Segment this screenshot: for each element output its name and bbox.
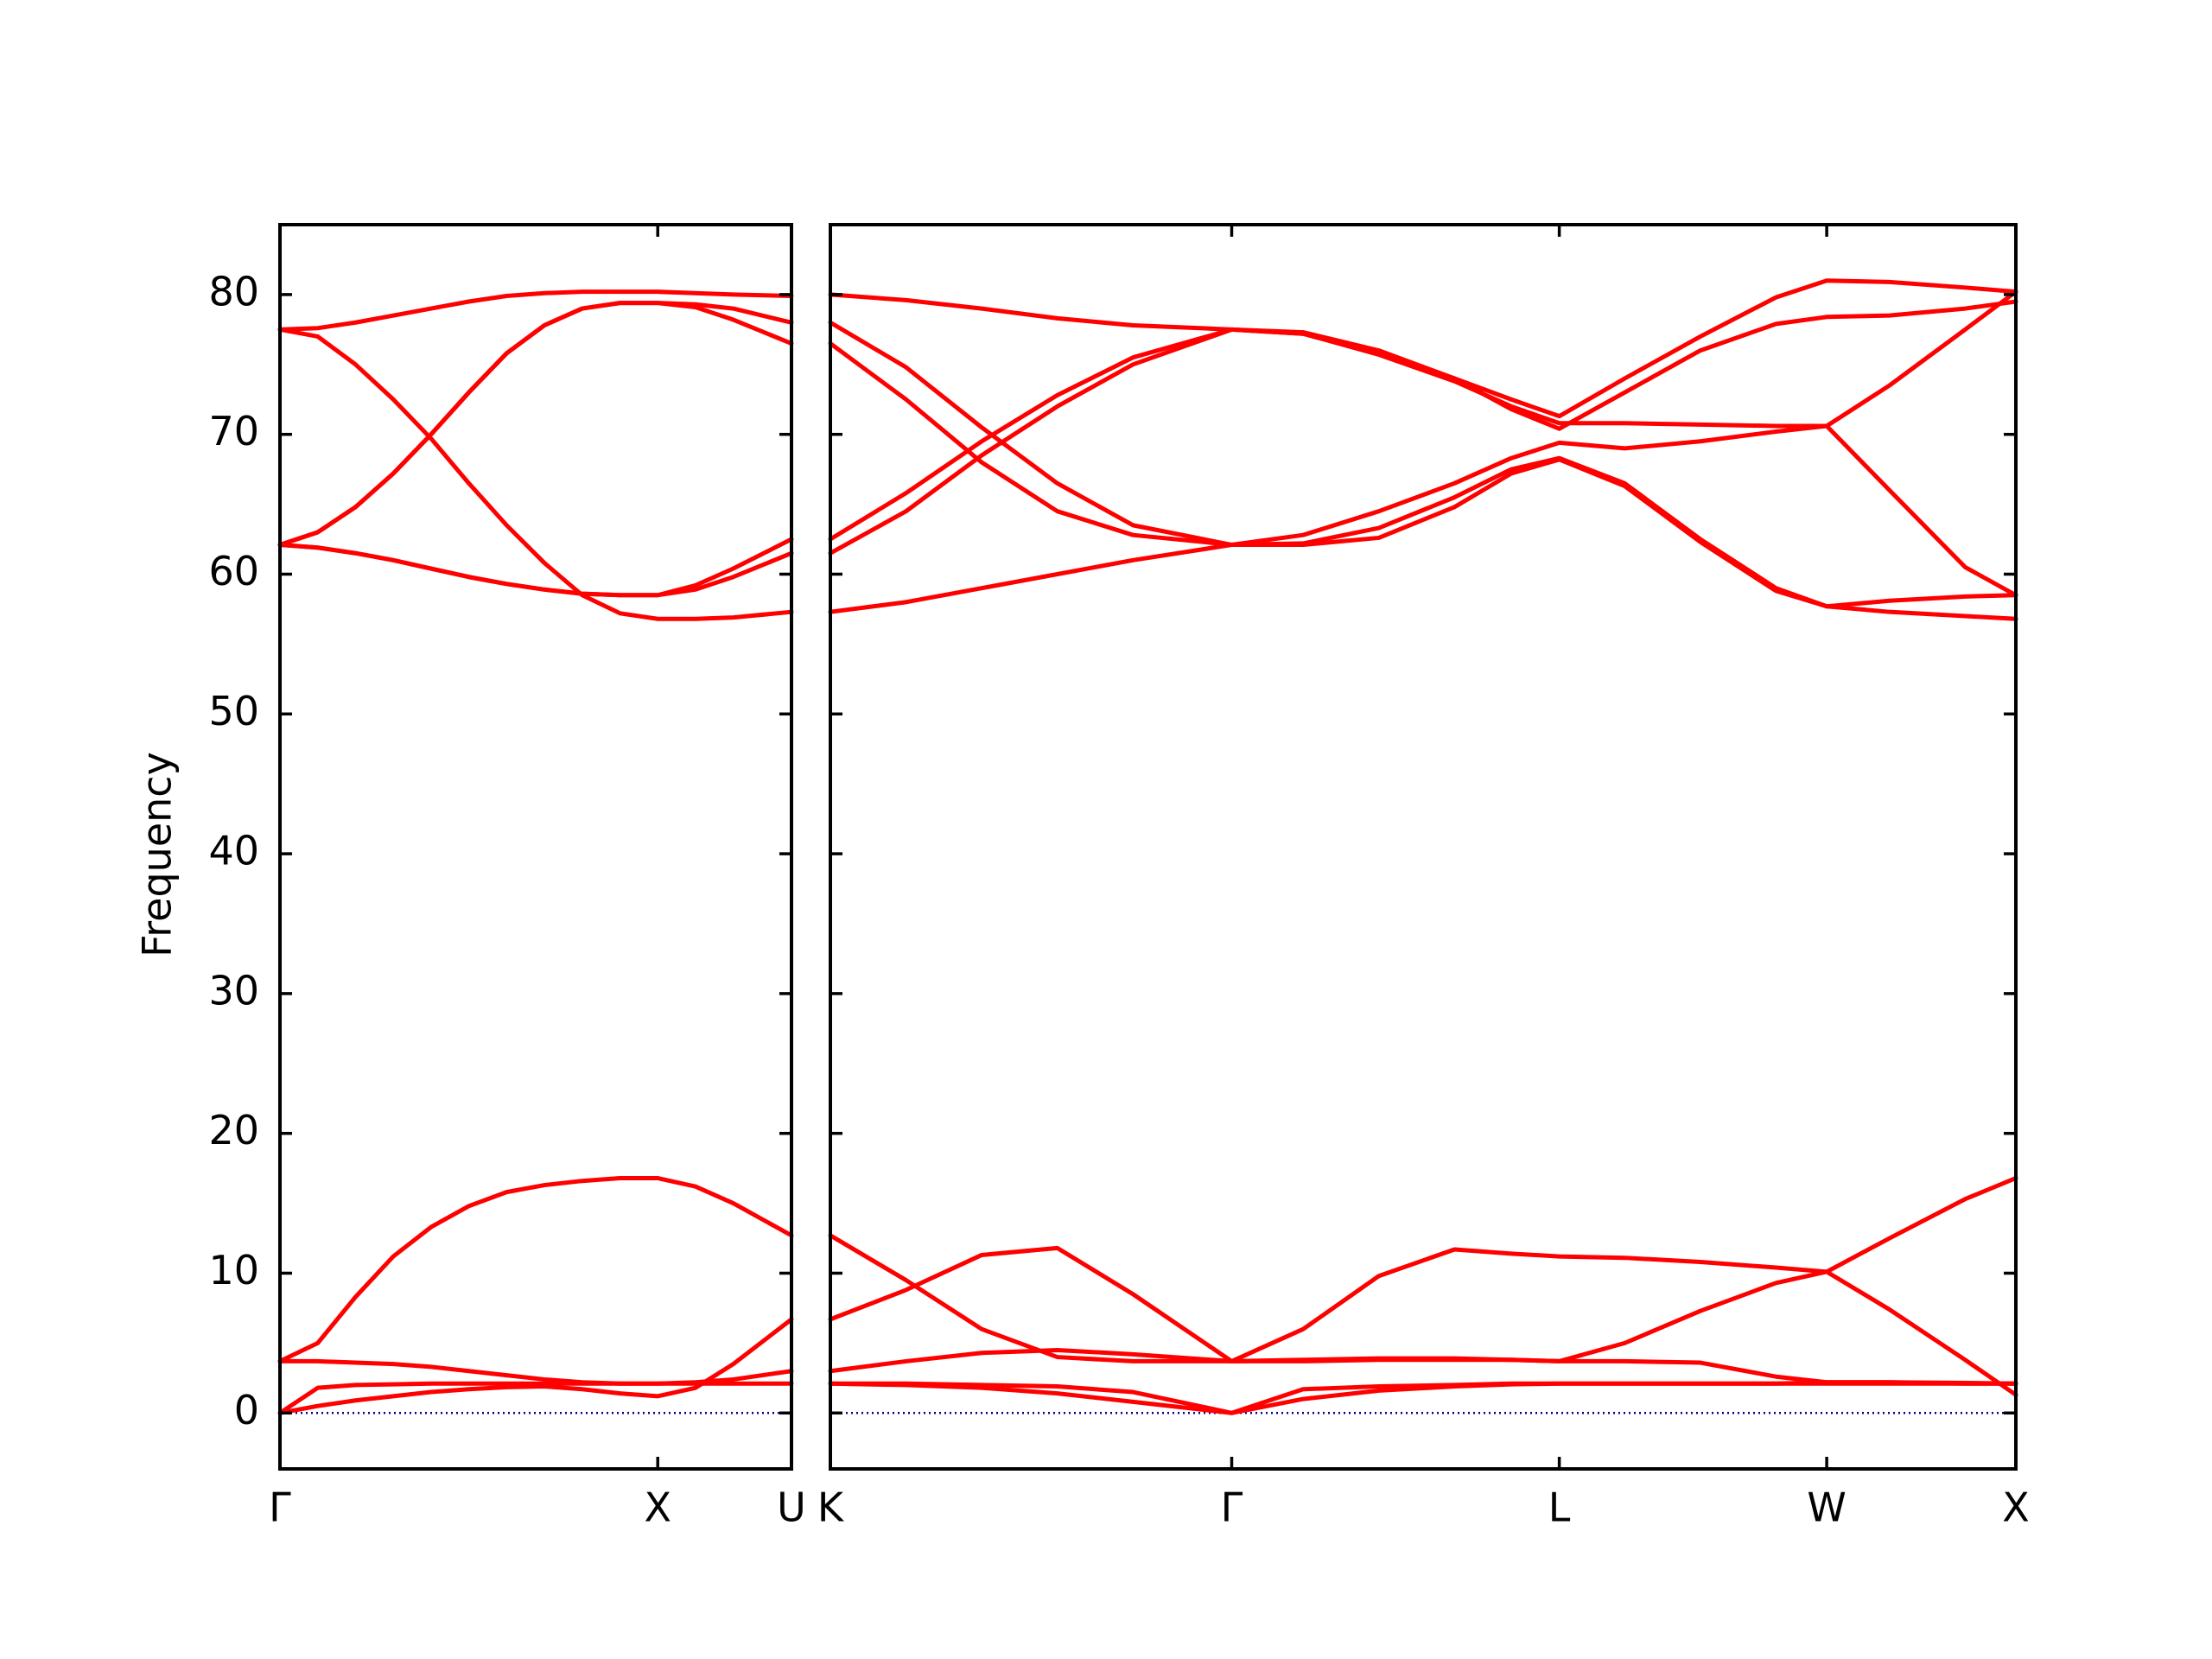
band-line: [277, 301, 794, 548]
band-line: [828, 1233, 2018, 1397]
y-tick-label: 20: [208, 1107, 259, 1154]
y-tick-label: 10: [208, 1247, 259, 1294]
band-line: [828, 289, 2018, 429]
band-line: [277, 1358, 794, 1386]
x-tick-label: K: [817, 1484, 845, 1531]
x-tick-label: Γ: [1221, 1484, 1243, 1531]
y-tick-label: 60: [208, 548, 259, 594]
band-line: [828, 341, 2018, 598]
axes-frame: [278, 223, 793, 1471]
y-axis-label: Frequency: [134, 752, 181, 957]
band-line: [277, 327, 794, 621]
band-line: [828, 320, 2018, 609]
x-tick-label: Γ: [269, 1484, 291, 1531]
y-tick-label: 50: [208, 688, 259, 734]
x-tick-label: X: [2002, 1484, 2030, 1531]
band-line: [828, 1175, 2018, 1363]
band-line: [828, 278, 2018, 556]
band-line: [277, 289, 794, 332]
x-tick-label: L: [1548, 1484, 1571, 1531]
y-tick-label: 0: [234, 1387, 259, 1433]
x-tick-label: W: [1807, 1484, 1846, 1531]
x-tick-label: X: [644, 1484, 671, 1531]
y-tick-label: 80: [208, 268, 259, 315]
band-line: [277, 543, 794, 598]
axes-frame: [829, 223, 2018, 1471]
y-tick-label: 30: [208, 967, 259, 1014]
band-line: [277, 1175, 794, 1363]
y-tick-label: 70: [208, 408, 259, 454]
y-tick-label: 40: [208, 828, 259, 874]
x-tick-label: U: [777, 1484, 806, 1531]
band-line: [277, 1317, 794, 1415]
